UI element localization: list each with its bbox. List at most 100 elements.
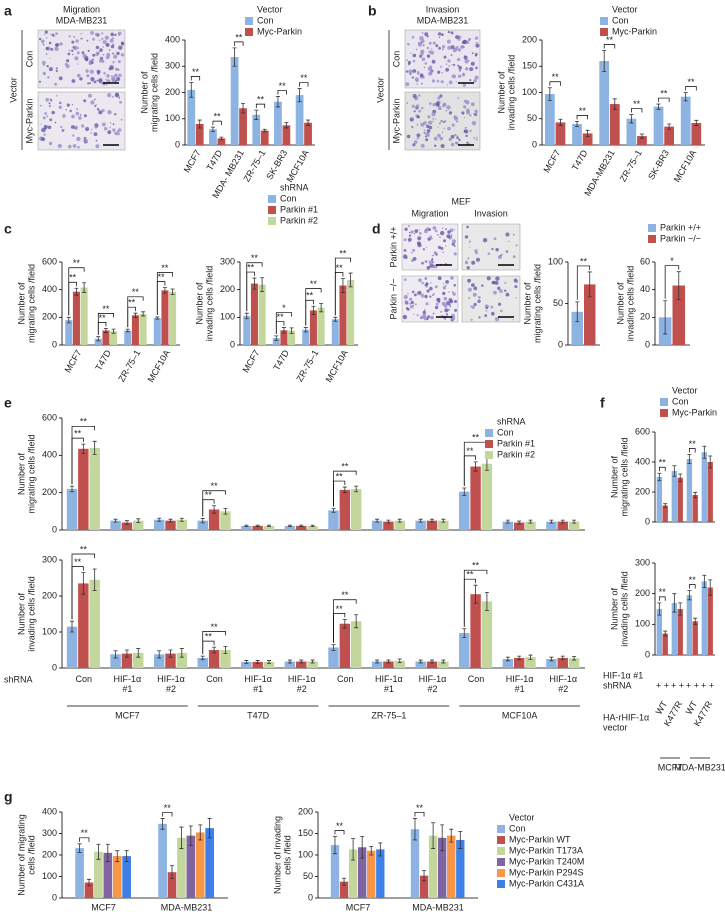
y-tick-label: 200 <box>42 849 57 859</box>
cell-spot <box>92 81 94 83</box>
cell-spot <box>90 100 95 105</box>
cell-spot <box>450 134 455 139</box>
bar <box>459 633 470 668</box>
cell-spot <box>71 49 74 52</box>
cell-spot <box>455 35 460 40</box>
cell-spot <box>435 44 439 48</box>
cell-spot <box>113 54 118 59</box>
cell-spot <box>445 120 447 122</box>
error-bar <box>157 517 162 522</box>
cell-spot <box>472 292 477 297</box>
cell-spot <box>70 125 75 129</box>
significance-label: ** <box>251 253 259 263</box>
error-bar <box>441 518 446 523</box>
x-tick-label: T47D <box>570 148 590 172</box>
cell-spot <box>437 276 442 281</box>
bar <box>383 521 394 530</box>
legend-swatch <box>485 429 493 437</box>
cell-spot <box>444 318 446 320</box>
cell-spot <box>67 52 71 56</box>
significance-label: ** <box>164 803 172 813</box>
cell-spot <box>93 132 98 137</box>
cell-spot <box>97 72 100 75</box>
bar <box>252 114 261 145</box>
x-tick-label: T47D <box>93 348 113 372</box>
bar <box>525 657 536 668</box>
cell-spot <box>117 68 120 71</box>
error-bar <box>422 870 427 882</box>
cell-spot <box>469 246 471 248</box>
error-bar <box>547 87 552 101</box>
cell-spot <box>72 46 75 49</box>
cell-spot <box>477 296 481 299</box>
bar <box>176 652 188 668</box>
cell-spot <box>476 257 480 262</box>
cell-spot <box>46 37 48 39</box>
error-bar <box>96 336 101 342</box>
error-bar <box>440 824 445 852</box>
significance-bracket <box>156 272 173 315</box>
x-row-label: shRNA <box>4 674 33 684</box>
y-axis-label: Number of <box>496 71 506 114</box>
cell-spot <box>468 38 471 41</box>
y-axis-label: migrating cells /field <box>532 264 542 343</box>
y-axis-label: Number of <box>16 282 26 325</box>
cell-spot <box>418 109 422 113</box>
error-bar <box>683 92 688 102</box>
cell-spot <box>505 250 509 253</box>
error-bar <box>124 649 129 658</box>
legend-title: shRNA <box>280 182 309 192</box>
cell-spot <box>440 247 444 250</box>
bar <box>103 852 113 898</box>
error-bar <box>560 519 565 524</box>
cell-spot <box>461 111 465 115</box>
significance-label: * <box>670 256 674 266</box>
cell-spot <box>415 104 420 108</box>
cell-spot <box>412 69 417 73</box>
cell-spot <box>402 314 408 320</box>
bar <box>525 521 536 530</box>
bar <box>447 835 456 898</box>
cell-spot <box>420 39 425 44</box>
cell-spot <box>422 44 425 47</box>
cell-spot <box>107 110 112 115</box>
cell-spot <box>49 57 51 60</box>
cell-spot <box>431 79 435 83</box>
cell-spot <box>110 44 115 49</box>
cell-spot <box>439 236 441 239</box>
cell-spot <box>65 109 68 111</box>
bar <box>671 471 678 522</box>
error-bar <box>219 136 224 141</box>
y-tick-label: 100 <box>635 619 650 629</box>
significance-label: ** <box>310 279 318 289</box>
significance-label: ** <box>300 73 308 83</box>
cell-spot <box>418 232 422 235</box>
bar <box>153 654 165 668</box>
bar <box>330 845 340 898</box>
cell-spot <box>409 297 413 301</box>
bar <box>102 330 110 345</box>
cell-spot <box>424 277 427 280</box>
cell-spot <box>96 70 100 74</box>
cell-spot <box>512 319 514 321</box>
cell-spot <box>74 56 79 61</box>
cell-spot <box>445 109 448 112</box>
cell-spot <box>118 73 122 78</box>
error-bar <box>262 128 267 133</box>
cell-spot <box>48 141 53 146</box>
cell-spot <box>454 133 457 137</box>
bar <box>153 318 161 345</box>
cell-spot <box>494 317 500 322</box>
cell-spot <box>470 305 472 308</box>
cell-spot <box>444 308 449 313</box>
error-bar <box>136 648 141 658</box>
error-bar <box>77 843 82 853</box>
cell-spot <box>431 59 436 64</box>
group-label: MCF7 <box>658 762 683 772</box>
error-bar <box>693 617 698 625</box>
cell-spot <box>411 126 414 128</box>
cell-spot <box>446 234 451 239</box>
cell-spot <box>106 74 110 78</box>
significance-label: ** <box>80 544 88 554</box>
cell-spot <box>500 309 503 313</box>
